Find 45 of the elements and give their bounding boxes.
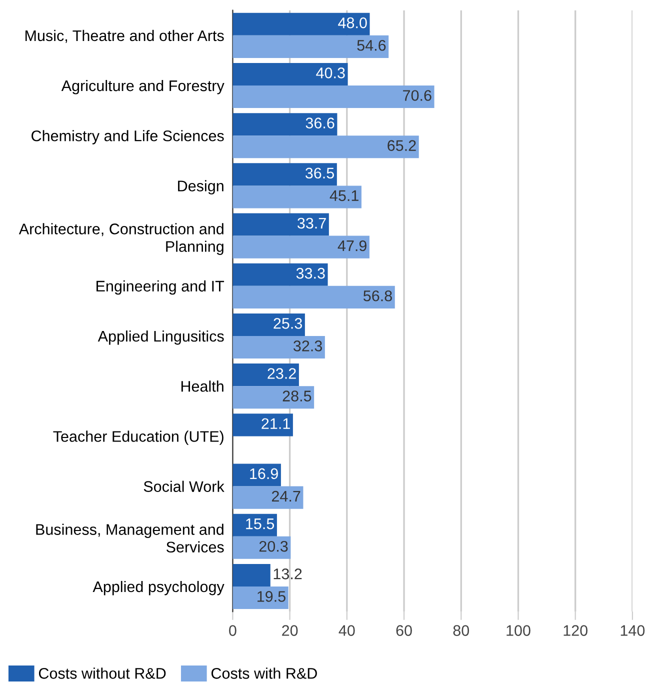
data-label: 65.2 — [388, 140, 416, 151]
data-label: 19.5 — [258, 591, 286, 602]
data-label: 21.1 — [262, 418, 290, 429]
data-label: 16.9 — [250, 468, 278, 480]
data-label: 48.0 — [338, 17, 367, 28]
data-label: 33.3 — [296, 268, 325, 279]
data-label: 20.3 — [259, 540, 288, 552]
data-label: 36.6 — [306, 118, 334, 128]
legend-label: Costs without R&D — [38, 668, 166, 679]
y-tick-label: Teacher Education (UTE) — [53, 430, 224, 445]
x-tick-label: 140 — [620, 625, 645, 636]
data-label: 47.9 — [338, 240, 366, 252]
y-tick-label: Applied Lingusitics — [98, 330, 224, 345]
data-label: 24.7 — [272, 490, 300, 502]
y-tick-label: Design — [178, 180, 224, 194]
data-label: 32.3 — [293, 340, 322, 352]
data-label: 28.5 — [282, 390, 312, 402]
x-tick-label: 60 — [396, 625, 412, 636]
data-label: 23.2 — [268, 368, 296, 379]
data-label: 54.6 — [357, 40, 386, 51]
data-label: 25.3 — [274, 318, 302, 329]
y-tick-label: Chemistry and Life Sciences — [32, 130, 224, 144]
data-label: 13.2 — [274, 568, 302, 580]
data-label: 36.5 — [305, 168, 334, 179]
x-tick-label: 120 — [564, 625, 588, 636]
x-tick-label: 0 — [229, 625, 236, 636]
y-tick-label: Social Work — [144, 480, 224, 492]
data-label: 33.7 — [297, 218, 326, 229]
y-tick-label: Agriculture and Forestry — [61, 80, 224, 94]
y-tick-label: Music, Theatre and other Arts — [26, 30, 224, 43]
x-tick-label: 40 — [338, 625, 355, 636]
y-tick-label: Business, Management and Services — [36, 524, 224, 553]
legend-label: Costs with R&D — [211, 668, 317, 679]
y-tick-label: Engineering and IT — [96, 280, 224, 295]
x-tick-label: 80 — [453, 625, 470, 636]
x-tick-label: 100 — [506, 625, 530, 636]
y-tick-label: Health — [181, 380, 224, 392]
x-tick-label: 20 — [282, 625, 298, 636]
y-tick-label: Architecture, Construction and Planning — [18, 223, 224, 255]
y-tick-label: Applied psychology — [92, 580, 224, 596]
data-label: 56.8 — [363, 290, 392, 302]
data-label: 40.3 — [316, 68, 345, 78]
data-label: 15.5 — [246, 518, 274, 530]
data-label: 70.6 — [403, 90, 432, 101]
data-label: 45.1 — [330, 190, 358, 202]
